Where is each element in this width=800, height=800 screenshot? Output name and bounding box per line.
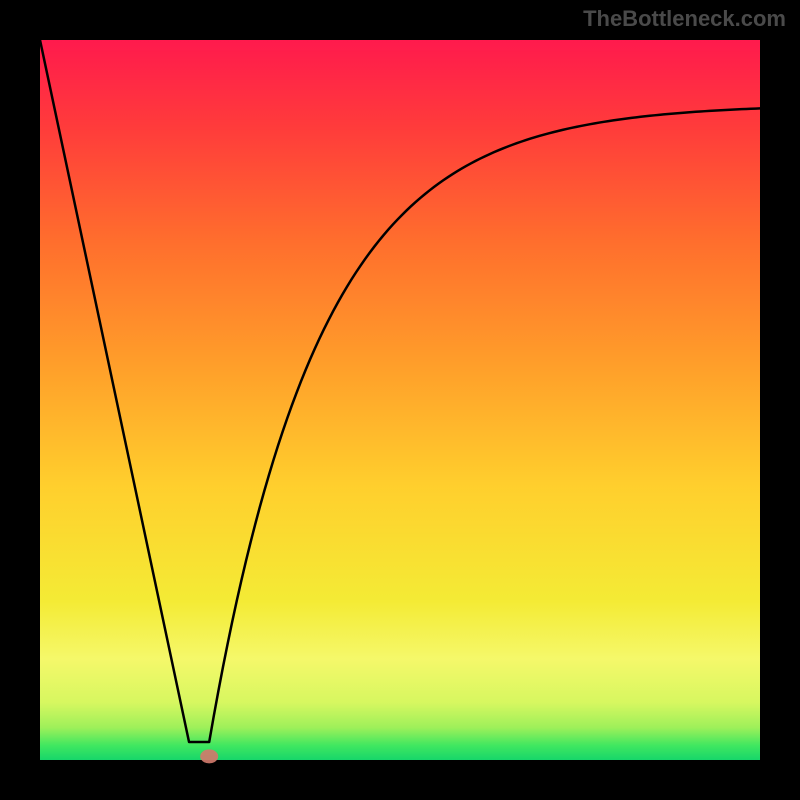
chart-root: TheBottleneck.com bbox=[0, 0, 800, 800]
plot-background bbox=[40, 40, 760, 760]
chart-svg bbox=[0, 0, 800, 800]
minimum-point-marker bbox=[200, 749, 218, 763]
